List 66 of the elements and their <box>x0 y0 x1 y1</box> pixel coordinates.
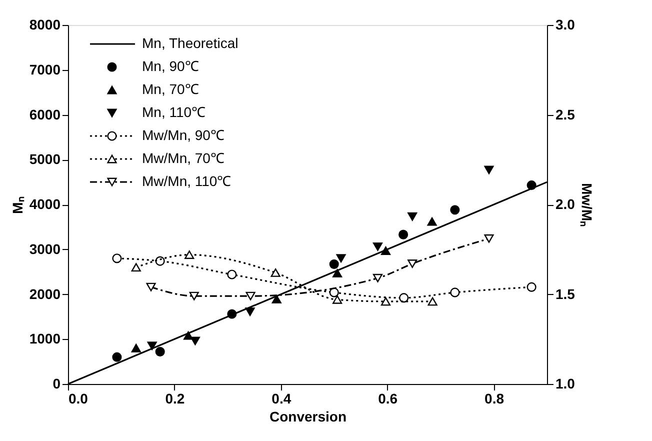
point <box>526 180 536 190</box>
y2-tick-label: 2.5 <box>556 106 576 122</box>
point <box>372 274 383 282</box>
point <box>246 292 256 300</box>
y-axis-title: Mₙ <box>9 196 26 214</box>
y-tick-label: 4000 <box>29 196 61 212</box>
point <box>332 295 342 304</box>
point <box>227 309 237 319</box>
y-tick-label: 5000 <box>29 151 61 168</box>
point <box>155 346 165 356</box>
legend-label: Mn, Theoretical <box>142 35 238 51</box>
point <box>380 297 391 306</box>
y-tick-label: 1000 <box>29 330 61 347</box>
point <box>408 212 418 221</box>
point <box>112 254 122 264</box>
point <box>450 288 460 298</box>
x-tick-label: 0.2 <box>165 390 185 406</box>
point <box>484 166 494 174</box>
legend-label: Mw/Mn, 70℃ <box>142 150 224 166</box>
x-axis-title: Conversion <box>269 408 347 424</box>
legend-label: Mn, 70℃ <box>142 81 199 97</box>
x-tick-label: 0.6 <box>378 390 398 406</box>
point <box>329 259 339 269</box>
point <box>146 282 156 292</box>
point <box>408 260 418 268</box>
point <box>450 205 460 215</box>
point <box>332 268 342 278</box>
point <box>399 293 409 303</box>
point <box>155 256 165 266</box>
point <box>428 297 438 306</box>
y-tick-label: 3000 <box>29 240 61 257</box>
point <box>336 254 346 263</box>
y-tick-label: 8000 <box>29 16 61 32</box>
legend-label: Mw/Mn, 90℃ <box>142 127 224 143</box>
x-tick-label: 0.0 <box>68 390 88 406</box>
point <box>131 344 141 352</box>
point <box>147 342 157 350</box>
point <box>272 294 282 304</box>
point <box>189 292 199 300</box>
legend-label: Mn, 90℃ <box>142 58 199 74</box>
point <box>131 263 141 272</box>
y-tick-label: 6000 <box>29 106 61 122</box>
point <box>484 234 494 243</box>
point <box>112 352 122 362</box>
point <box>427 217 437 226</box>
point <box>398 230 408 240</box>
point <box>526 282 536 292</box>
legend-label: Mw/Mn, 110℃ <box>142 173 232 189</box>
point <box>270 268 280 277</box>
point <box>380 246 391 255</box>
y2-tick-label: 2.0 <box>556 196 576 212</box>
point <box>184 250 194 259</box>
point <box>190 336 200 346</box>
y2-tick-label: 1.5 <box>556 286 576 302</box>
y2-tick-label: 3.0 <box>556 16 576 32</box>
y-tick-label: 7000 <box>29 61 61 78</box>
x-tick-label: 0.4 <box>272 390 292 406</box>
y-tick-label: 2000 <box>29 286 61 302</box>
point <box>227 270 237 280</box>
point <box>245 308 255 316</box>
point <box>372 242 383 251</box>
x-tick-label: 0.8 <box>484 390 504 406</box>
y-tick-label: 0 <box>52 376 61 392</box>
y2-axis-title: Mw/Mₙ <box>578 182 595 228</box>
legend-label: Mn, 110℃ <box>142 104 206 120</box>
y2-tick-label: 1.0 <box>556 376 576 392</box>
